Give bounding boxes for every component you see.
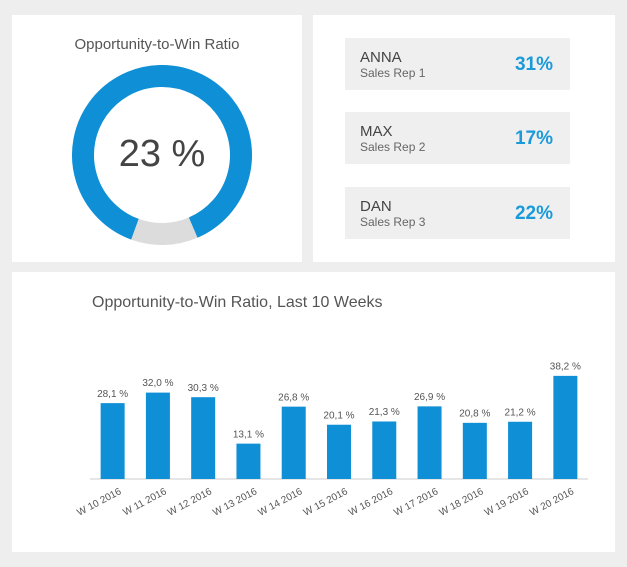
value-label: 38,2 % — [550, 362, 581, 373]
bar — [417, 406, 442, 479]
rep-name: MAX — [360, 123, 393, 140]
rep-value: 22% — [515, 203, 553, 224]
value-label: 20,8 % — [459, 408, 490, 419]
value-label: 30,3 % — [188, 383, 219, 394]
bar — [327, 424, 351, 479]
donut-panel — [12, 15, 302, 262]
rep-card — [345, 187, 570, 239]
bar — [100, 403, 125, 479]
bar — [145, 392, 170, 479]
bar — [281, 406, 306, 479]
donut-segment — [131, 217, 198, 245]
value-label: 26,8 % — [278, 392, 309, 403]
bar — [462, 422, 487, 479]
value-label: 20,1 % — [323, 410, 354, 421]
rep-role: Sales Rep 2 — [360, 140, 426, 154]
donut-segment — [72, 65, 252, 240]
rep-value: 17% — [515, 128, 553, 149]
bar — [553, 375, 578, 479]
value-label: 28,1 % — [97, 389, 128, 400]
donut-center-label: 23 % — [119, 133, 206, 175]
rep-role: Sales Rep 1 — [360, 66, 426, 80]
rep-card — [345, 38, 570, 90]
rep-card — [345, 112, 570, 164]
donut-title: Opportunity-to-Win Ratio — [74, 36, 239, 53]
bar — [372, 421, 397, 479]
rep-value: 31% — [515, 54, 553, 75]
bar — [508, 421, 533, 479]
bar — [236, 443, 261, 479]
bar — [191, 397, 216, 479]
rep-role: Sales Rep 3 — [360, 215, 426, 229]
rep-name: DAN — [360, 198, 392, 215]
rep-name: ANNA — [360, 49, 402, 66]
value-label: 21,2 % — [505, 407, 536, 418]
value-label: 26,9 % — [414, 392, 445, 403]
value-label: 21,3 % — [369, 407, 400, 418]
value-label: 32,0 % — [142, 378, 173, 389]
chart-title: Opportunity-to-Win Ratio, Last 10 Weeks — [92, 294, 383, 311]
value-label: 13,1 % — [233, 429, 264, 440]
